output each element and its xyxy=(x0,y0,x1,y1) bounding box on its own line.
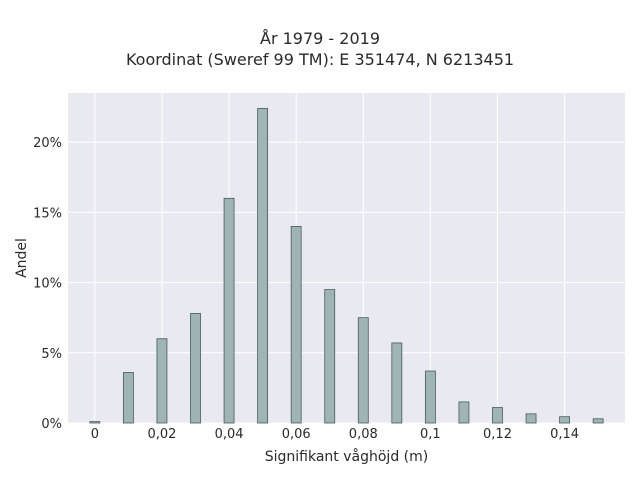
x-tick-labels: 0 0,02 0,04 0,06 0,08 0,1 0,12 0,14 xyxy=(91,427,579,442)
x-tick-label: 0,02 xyxy=(147,427,176,442)
y-tick-label: 10% xyxy=(33,277,62,292)
y-tick-label: 20% xyxy=(33,136,62,151)
x-tick-label: 0,04 xyxy=(215,427,244,442)
bar xyxy=(223,197,235,424)
bar xyxy=(122,372,134,424)
y-axis-label: Andel xyxy=(14,238,30,278)
bar xyxy=(156,338,168,424)
x-tick-label: 0,12 xyxy=(483,427,512,442)
bar xyxy=(492,407,503,424)
x-tick-label: 0 xyxy=(91,427,99,442)
chart-title-line1: År 1979 - 2019 xyxy=(260,29,380,48)
bar xyxy=(424,370,436,424)
bar xyxy=(290,226,302,424)
y-tick-labels: 0% 5% 10% 15% 20% xyxy=(33,136,62,432)
bar xyxy=(391,342,403,424)
x-tick-label: 0,06 xyxy=(282,427,311,442)
x-tick-label: 0,08 xyxy=(349,427,378,442)
bars xyxy=(89,108,604,424)
bar xyxy=(525,413,537,424)
x-axis-label: Signifikant våghöjd (m) xyxy=(265,448,428,465)
bar xyxy=(592,418,604,424)
bar xyxy=(89,421,101,424)
bar xyxy=(190,313,201,424)
x-tick-label: 0,1 xyxy=(420,427,441,442)
y-tick-label: 0% xyxy=(41,417,62,432)
bar xyxy=(458,401,470,424)
bar xyxy=(559,416,571,424)
x-tick-label: 0,14 xyxy=(550,427,579,442)
bar xyxy=(257,108,269,424)
y-tick-label: 15% xyxy=(33,206,62,221)
y-tick-label: 5% xyxy=(41,347,62,362)
bar xyxy=(357,317,369,424)
chart-title-line2: Koordinat (Sweref 99 TM): E 351474, N 62… xyxy=(125,50,515,69)
bar xyxy=(324,289,336,424)
